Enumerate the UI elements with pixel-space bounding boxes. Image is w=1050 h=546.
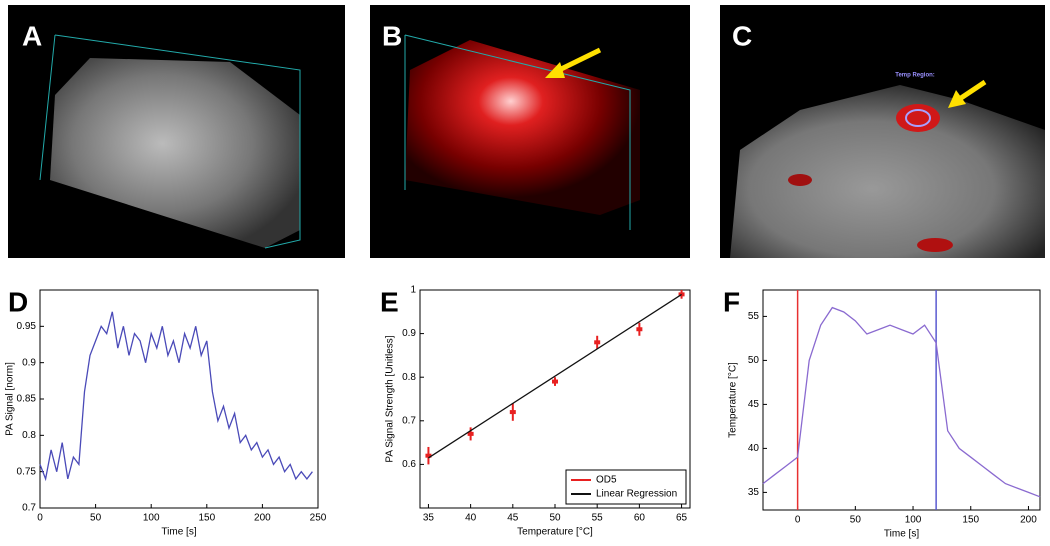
series-line [39,311,313,482]
panel-label: B [382,20,402,51]
series-line [428,293,682,459]
panel-label: A [22,20,42,51]
x-axis-label: Temperature [°C] [517,527,593,538]
y-tick-label: 0.9 [402,328,416,339]
image-a [8,5,345,258]
marker [552,379,558,384]
legend-box [565,469,687,505]
x-axis-label: Time [s] [884,529,919,540]
plot-frame [39,289,319,509]
x-tick-label: 150 [198,513,215,524]
image-c [720,5,1045,258]
y-tick-label: 0.7 [22,503,36,514]
x-tick-label: 0 [795,515,801,526]
y-tick-label: 35 [748,487,760,498]
y-axis-label: Temperature [°C] [728,362,739,438]
annotation: Temp Region: [895,73,935,79]
x-tick-label: 60 [634,513,646,524]
y-tick-label: 50 [748,355,760,366]
panel-label: F [723,286,740,317]
panel-label: D [8,286,28,317]
panel-label: C [732,20,752,51]
y-tick-label: 0.8 [22,430,36,441]
y-tick-label: 45 [748,399,760,410]
x-tick-label: 150 [962,515,979,526]
x-tick-label: 100 [905,515,922,526]
x-tick-label: 35 [423,513,435,524]
series-line [762,306,1041,498]
y-tick-label: 0.7 [402,415,416,426]
x-tick-label: 200 [1020,515,1037,526]
y-axis-label: PA Signal [norm] [5,362,16,436]
x-tick-label: 50 [549,513,561,524]
legend-label: Linear Regression [596,489,677,500]
y-tick-label: 0.95 [17,321,37,332]
marker [509,410,516,415]
x-tick-label: 45 [507,513,519,524]
marker [636,327,643,332]
y-axis-label: PA Signal Strength [Unitless] [385,335,396,462]
x-axis-label: Time [s] [161,527,196,538]
x-tick-label: 100 [143,513,160,524]
y-tick-label: 1 [410,285,416,296]
y-tick-label: 0.75 [17,466,37,477]
y-tick-label: 40 [748,443,760,454]
y-tick-label: 0.6 [402,459,416,470]
x-tick-label: 250 [310,513,327,524]
y-tick-label: 0.85 [17,394,37,405]
marker [467,431,474,436]
marker [594,340,601,345]
marker [425,453,432,458]
x-tick-label: 40 [465,513,477,524]
legend-label: OD5 [596,475,617,486]
x-tick-label: 50 [90,513,102,524]
y-tick-label: 55 [748,311,760,322]
y-tick-label: 0.8 [402,372,416,383]
image-b [370,5,690,258]
x-tick-label: 55 [592,513,604,524]
y-tick-label: 0.9 [22,357,36,368]
panel-label: E [380,286,399,317]
x-tick-label: 50 [850,515,862,526]
x-tick-label: 65 [676,513,688,524]
plot-frame [762,289,1041,511]
x-tick-label: 200 [254,513,271,524]
x-tick-label: 0 [37,513,43,524]
